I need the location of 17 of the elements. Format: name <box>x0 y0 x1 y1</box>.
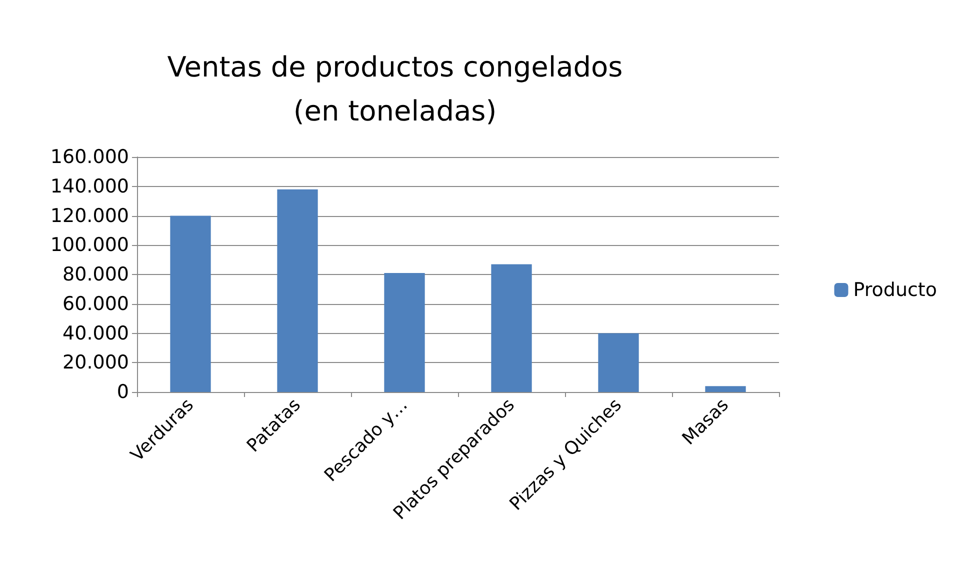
bar <box>277 189 318 392</box>
y-tick-label: 80.000 <box>62 264 129 286</box>
bar <box>170 216 211 392</box>
bar <box>491 264 532 392</box>
bar <box>705 386 746 392</box>
y-tick-label: 160.000 <box>50 146 129 168</box>
y-tick-label: 40.000 <box>62 322 129 344</box>
y-tick-label: 60.000 <box>62 292 129 315</box>
y-tick-label: 140.000 <box>50 175 129 198</box>
legend-label: Producto <box>853 279 937 301</box>
y-tick-label: 20.000 <box>62 352 129 374</box>
y-tick-label: 100.000 <box>50 234 129 256</box>
bar <box>384 273 425 392</box>
chart-title: Ventas de productos congelados (en toneladas) <box>167 50 623 128</box>
y-tick-label: 120.000 <box>50 204 129 227</box>
bar <box>598 333 639 392</box>
y-tick-label: 0 <box>116 381 129 403</box>
